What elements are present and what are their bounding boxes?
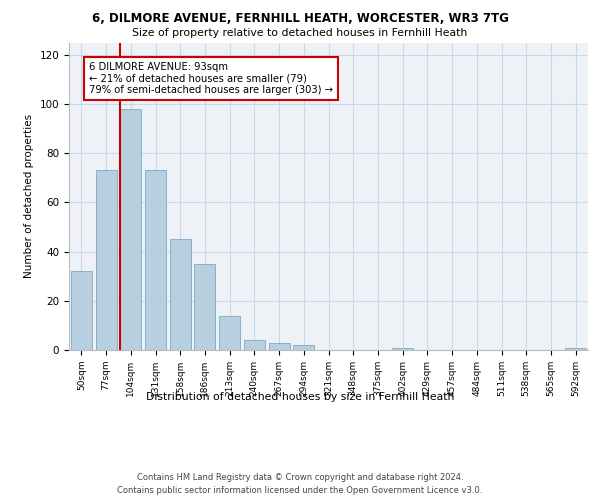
Text: Size of property relative to detached houses in Fernhill Heath: Size of property relative to detached ho…	[133, 28, 467, 38]
Text: 6 DILMORE AVENUE: 93sqm
← 21% of detached houses are smaller (79)
79% of semi-de: 6 DILMORE AVENUE: 93sqm ← 21% of detache…	[89, 62, 333, 96]
Bar	[95, 170, 116, 350]
Bar	[219, 316, 240, 350]
Bar	[71, 272, 92, 350]
Bar	[120, 109, 141, 350]
Text: 6, DILMORE AVENUE, FERNHILL HEATH, WORCESTER, WR3 7TG: 6, DILMORE AVENUE, FERNHILL HEATH, WORCE…	[92, 12, 508, 26]
Bar	[170, 240, 191, 350]
Bar	[244, 340, 265, 350]
Bar	[392, 348, 413, 350]
Bar	[194, 264, 215, 350]
Y-axis label: Number of detached properties: Number of detached properties	[24, 114, 34, 278]
Text: Distribution of detached houses by size in Fernhill Heath: Distribution of detached houses by size …	[146, 392, 454, 402]
Bar	[145, 170, 166, 350]
Bar	[293, 345, 314, 350]
Text: Contains HM Land Registry data © Crown copyright and database right 2024.: Contains HM Land Registry data © Crown c…	[137, 472, 463, 482]
Bar	[269, 342, 290, 350]
Bar	[565, 348, 586, 350]
Text: Contains public sector information licensed under the Open Government Licence v3: Contains public sector information licen…	[118, 486, 482, 495]
